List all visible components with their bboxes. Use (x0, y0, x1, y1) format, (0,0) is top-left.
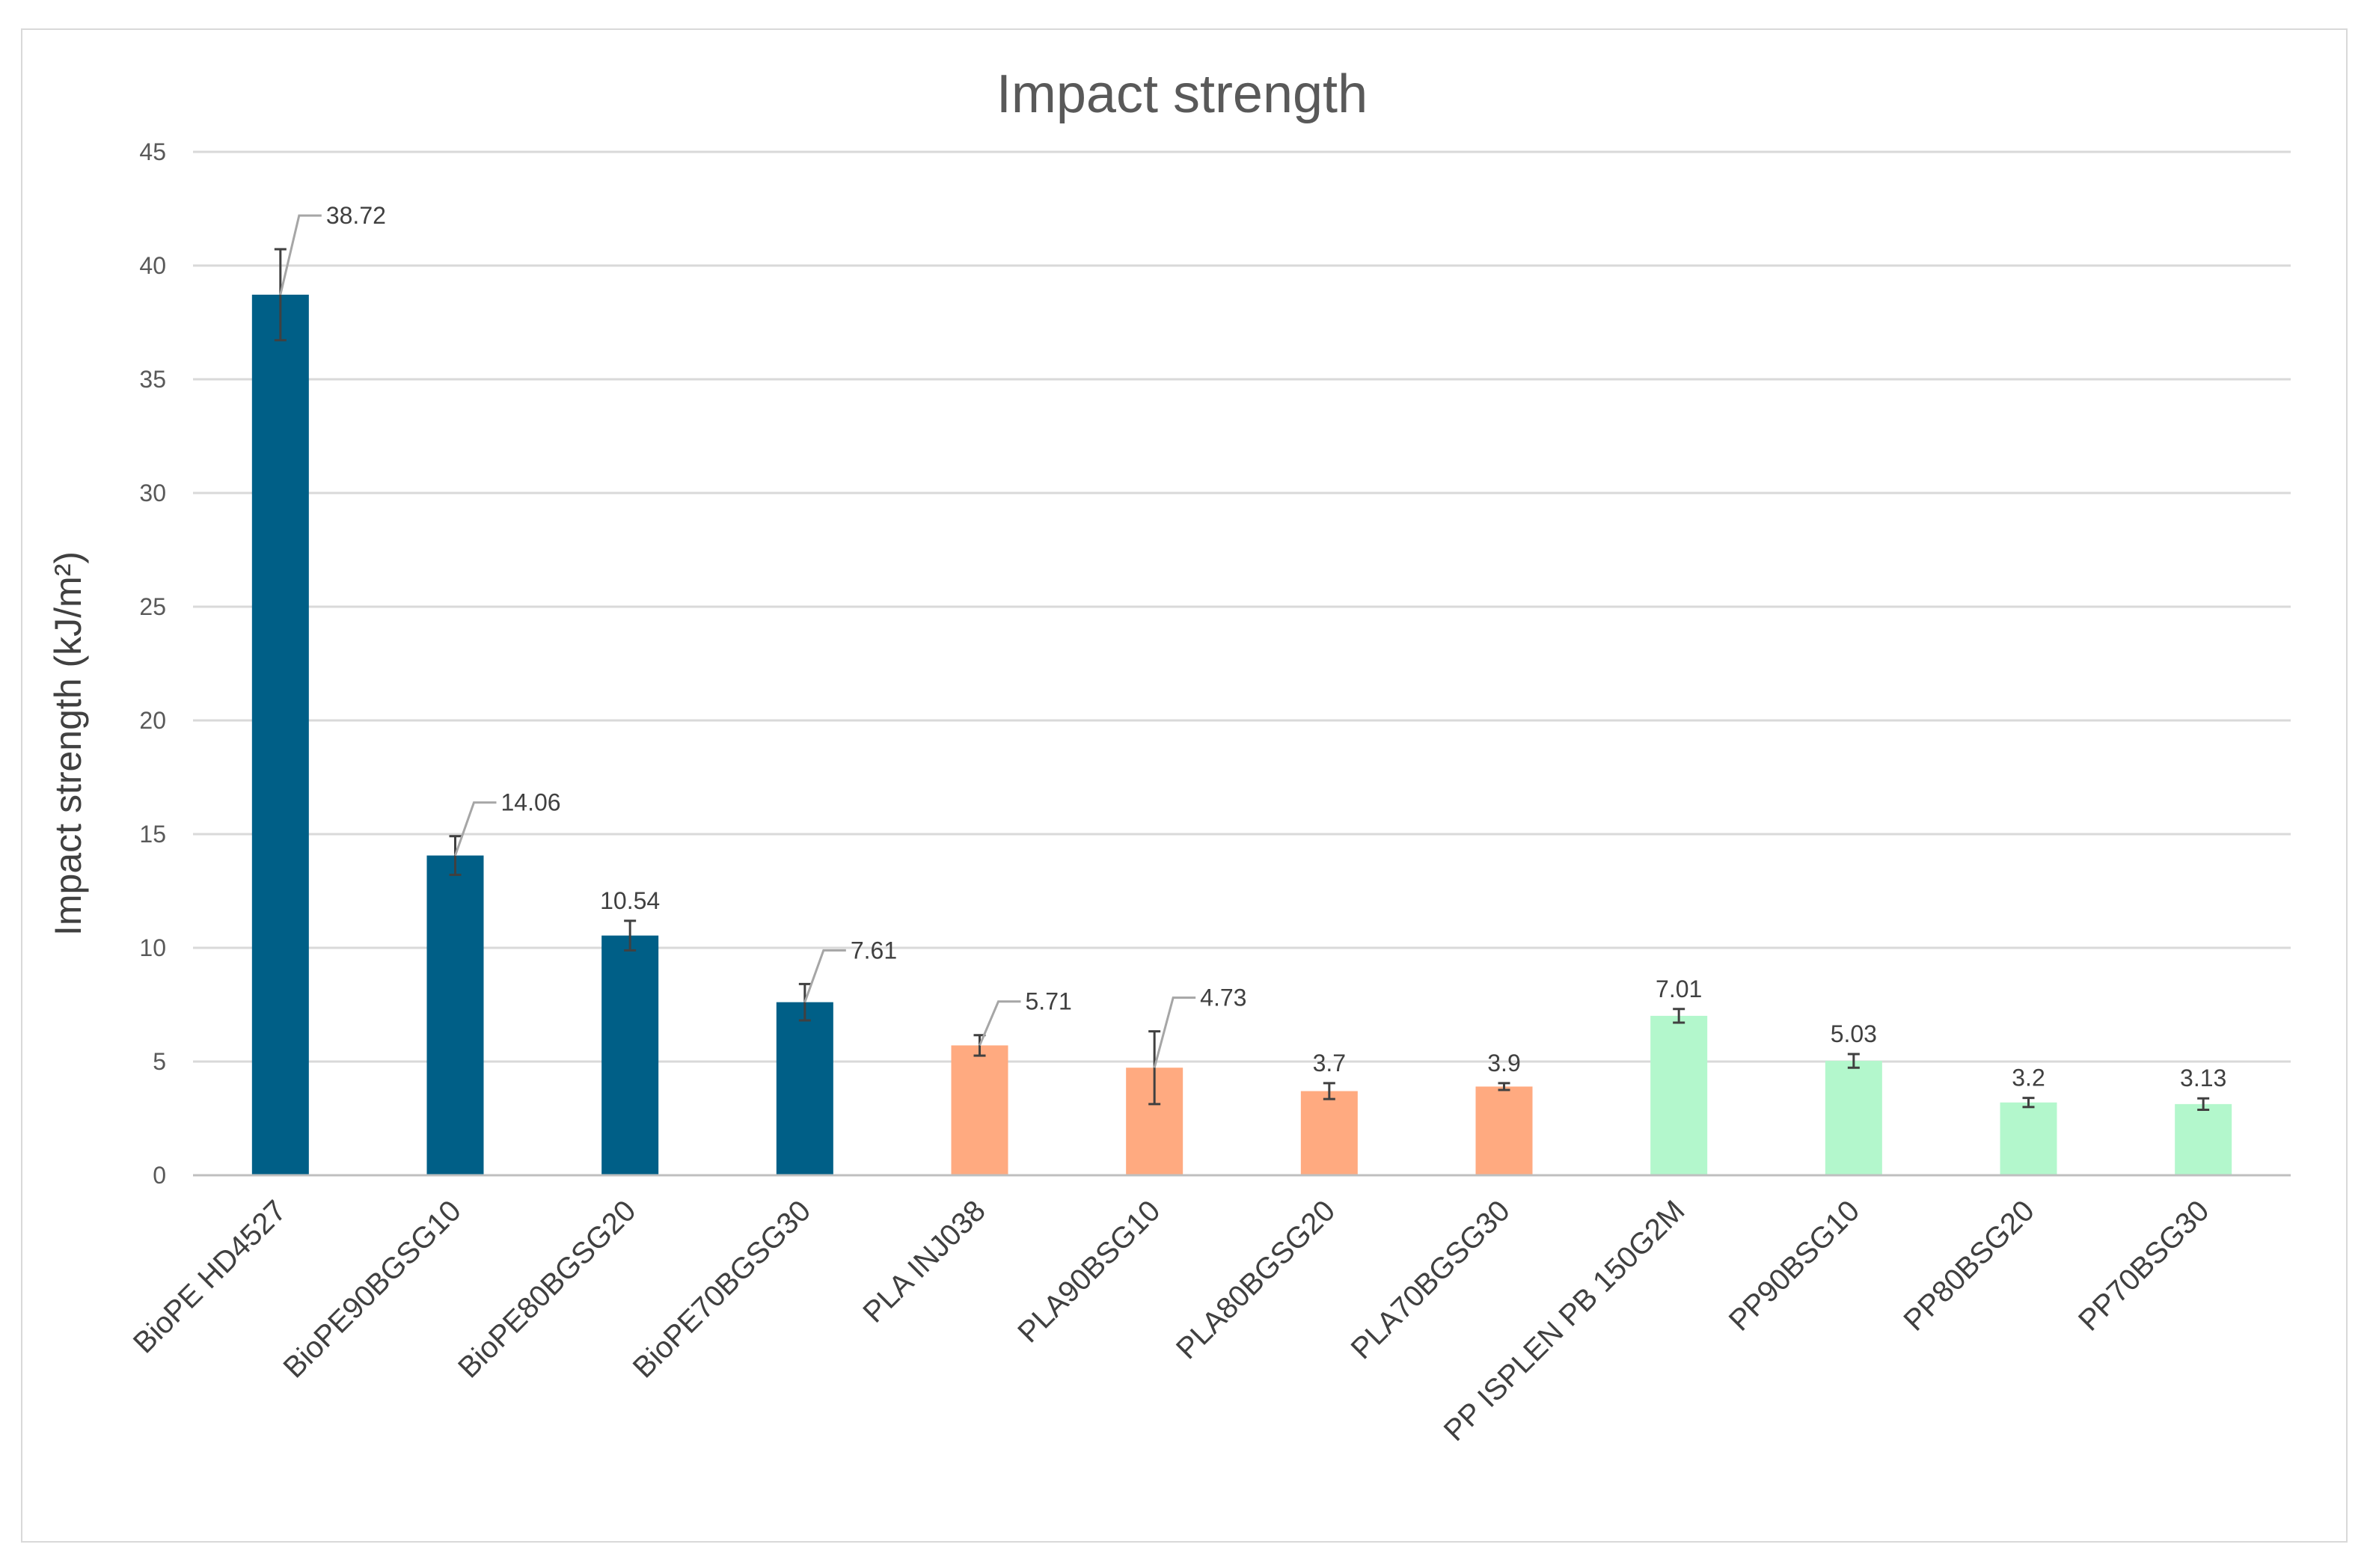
bar (426, 855, 484, 1175)
x-axis-labels: BioPE HD4527BioPE90BGSG10BioPE80BGSG20Bi… (127, 1194, 2216, 1448)
data-label: 3.13 (2180, 1065, 2226, 1091)
data-label: 38.72 (326, 202, 386, 229)
data-label: 3.7 (1313, 1050, 1346, 1077)
y-tick-label: 10 (139, 934, 166, 961)
x-category-label: BioPE90BGSG10 (277, 1194, 467, 1384)
y-tick-label: 15 (139, 821, 166, 848)
x-category-label: BioPE HD4527 (127, 1194, 293, 1359)
y-tick-label: 25 (139, 593, 166, 620)
y-tick-label: 35 (139, 366, 166, 393)
bar (951, 1045, 1008, 1175)
bar (2000, 1102, 2057, 1175)
data-labels: 38.72 14.06 10.54 7.61 5.71 4.73 3.7 3.9 7.01 5.0… (326, 202, 2226, 1091)
x-category-label: PP90BSG10 (1723, 1194, 1867, 1338)
data-label: 5.03 (1831, 1020, 1877, 1047)
x-category-label: BioPE70BGSG30 (627, 1194, 817, 1384)
data-label: 7.01 (1656, 976, 1702, 1002)
x-category-label: PLA INJ038 (857, 1194, 991, 1329)
x-category-label: PLA70BGSG30 (1345, 1194, 1516, 1365)
y-tick-label: 40 (139, 252, 166, 279)
y-tick-label: 30 (139, 480, 166, 506)
chart-frame (21, 28, 2348, 1543)
data-label-leaders (279, 214, 1196, 1068)
x-category-label: PLA90BSG10 (1011, 1194, 1166, 1349)
y-tick-label: 45 (139, 138, 166, 165)
bar (776, 1002, 833, 1175)
data-label-leader (979, 1000, 1021, 1047)
y-tick-label: 0 (153, 1162, 166, 1189)
y-axis-label: Impact strength (kJ/m²) (47, 551, 89, 936)
data-label-leader (279, 214, 322, 295)
data-label: 10.54 (600, 887, 660, 914)
data-label-leader (1153, 996, 1196, 1068)
data-label-leader (803, 949, 846, 1003)
data-label: 3.2 (2012, 1065, 2045, 1091)
bar (1825, 1061, 1882, 1175)
bar (601, 935, 659, 1175)
y-axis-ticks: 0 5 10 15 20 25 30 35 40 45 (139, 138, 166, 1189)
gridlines (193, 150, 2291, 1063)
y-tick-label: 5 (153, 1048, 166, 1075)
x-category-label: PLA80BGSG20 (1170, 1194, 1341, 1365)
x-category-label: BioPE80BGSG20 (452, 1194, 642, 1384)
x-category-label: PP70BSG30 (2072, 1194, 2216, 1338)
bar (251, 294, 309, 1175)
data-label: 5.71 (1026, 988, 1072, 1015)
bar (1300, 1091, 1358, 1175)
bar (1650, 1015, 1708, 1175)
data-label: 7.61 (851, 937, 897, 964)
bars (251, 294, 2232, 1175)
bar (2175, 1103, 2232, 1175)
bar (1475, 1086, 1533, 1175)
data-label-leader (454, 801, 497, 857)
data-label: 14.06 (501, 789, 561, 816)
chart-title: Impact strength (996, 64, 1368, 124)
x-category-label: PP80BSG20 (1897, 1194, 2041, 1338)
y-tick-label: 20 (139, 707, 166, 734)
data-label: 3.9 (1487, 1050, 1520, 1077)
data-label: 4.73 (1200, 984, 1246, 1011)
